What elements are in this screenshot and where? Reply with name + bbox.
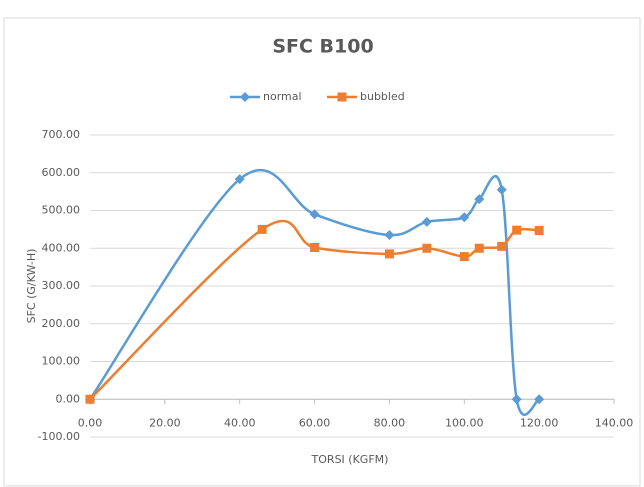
x-tick-label: 20.00 [149, 416, 181, 429]
data-point [310, 242, 320, 252]
data-point [257, 224, 267, 234]
y-tick-label: 600.00 [42, 166, 81, 179]
y-tick-label: 400.00 [42, 241, 81, 254]
data-point [459, 212, 470, 223]
data-point [512, 225, 522, 235]
chart-title: SFC B100 [272, 36, 373, 58]
x-tick-label: 40.00 [224, 416, 256, 429]
data-point [459, 252, 469, 262]
data-point [421, 216, 432, 227]
data-point [474, 243, 484, 253]
legend-marker [240, 92, 250, 102]
x-tick-label: 140.00 [595, 416, 634, 429]
y-tick-label: 100.00 [42, 355, 81, 368]
data-point [234, 174, 245, 185]
y-tick-label: 200.00 [42, 317, 81, 330]
data-point [534, 394, 545, 405]
y-tick-label: 0.00 [56, 392, 81, 405]
x-tick-label: 120.00 [520, 416, 559, 429]
data-point [534, 226, 544, 236]
legend-marker [337, 92, 347, 102]
x-tick-label: 100.00 [445, 416, 484, 429]
data-point [309, 209, 320, 220]
legend-label: normal [263, 90, 302, 103]
x-tick-label: 60.00 [299, 416, 331, 429]
x-tick-label: 0.00 [78, 416, 103, 429]
y-axis-label: SFC (G/KW-H) [25, 249, 38, 324]
data-point [85, 394, 95, 404]
data-point [496, 184, 507, 195]
data-point [511, 394, 522, 405]
y-tick-label: 700.00 [42, 128, 81, 141]
legend-label: bubbled [360, 90, 405, 103]
data-point [384, 230, 395, 241]
data-point [422, 243, 432, 253]
y-tick-label: 500.00 [42, 204, 81, 217]
x-tick-label: 80.00 [374, 416, 406, 429]
chart-frame [3, 17, 641, 487]
data-point [474, 194, 485, 205]
data-point [384, 249, 394, 259]
x-axis-label: TORSI (KGFM) [311, 453, 389, 466]
y-tick-label: 300.00 [42, 279, 81, 292]
y-tick-label: -100.00 [38, 430, 80, 443]
data-point [497, 241, 507, 251]
